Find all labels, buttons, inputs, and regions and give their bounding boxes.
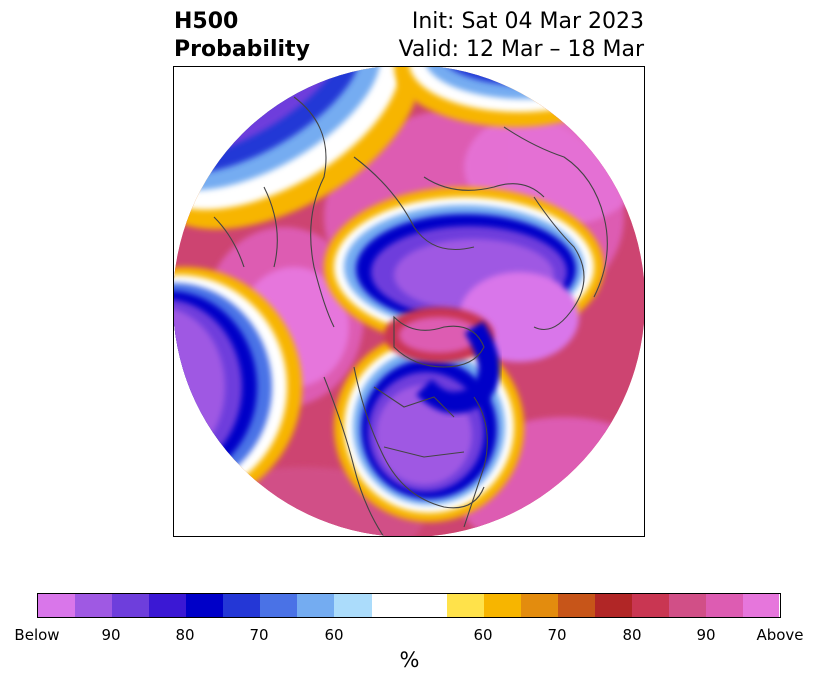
colorbar-bin (297, 594, 334, 617)
colorbar-bin (484, 594, 521, 617)
polar-map-svg (174, 67, 644, 536)
colorbar-tick-label: 60 (473, 626, 493, 644)
valid-range: Valid: 12 Mar – 18 Mar (398, 37, 644, 62)
colorbar-bin (149, 594, 186, 617)
title-right: Init: Sat 04 Mar 2023 Valid: 12 Mar – 18… (399, 8, 644, 64)
title-left: H500 Probability (174, 8, 310, 64)
colorbar-bin (223, 594, 260, 617)
colorbar-bin (706, 594, 743, 617)
colorbar-bin (558, 594, 595, 617)
colorbar-bin (632, 594, 669, 617)
colorbar-bin (334, 594, 372, 617)
colorbar-tick-label: 60 (324, 626, 344, 644)
colorbar-bin (669, 594, 706, 617)
colorbar-ticks: Below 90 80 70 60 60 70 80 90 Above (0, 626, 819, 646)
colorbar (37, 593, 781, 618)
anomaly-field (174, 67, 644, 536)
colorbar-label: % (399, 648, 420, 672)
title-variable: H500 (174, 9, 239, 34)
title-quantity: Probability (174, 37, 310, 62)
colorbar-tick-label: Above (756, 626, 804, 644)
colorbar-bin (112, 594, 149, 617)
colorbar-tick-label: Below (14, 626, 60, 644)
colorbar-tick-label: 90 (101, 626, 121, 644)
colorbar-bin (75, 594, 112, 617)
colorbar-bin (38, 594, 75, 617)
colorbar-bin (521, 594, 558, 617)
colorbar-bin (743, 594, 779, 617)
colorbar-tick-label: 80 (175, 626, 195, 644)
colorbar-bin (595, 594, 632, 617)
colorbar-bin (260, 594, 297, 617)
probability-map (173, 66, 645, 537)
colorbar-bin (186, 594, 223, 617)
colorbar-bin (447, 594, 484, 617)
colorbar-bin (372, 594, 410, 617)
colorbar-tick-label: 70 (249, 626, 269, 644)
colorbar-tick-label: 80 (622, 626, 642, 644)
colorbar-tick-label: 90 (696, 626, 716, 644)
init-date: Init: Sat 04 Mar 2023 (411, 9, 644, 34)
colorbar-tick-label: 70 (547, 626, 567, 644)
colorbar-bin (410, 594, 447, 617)
